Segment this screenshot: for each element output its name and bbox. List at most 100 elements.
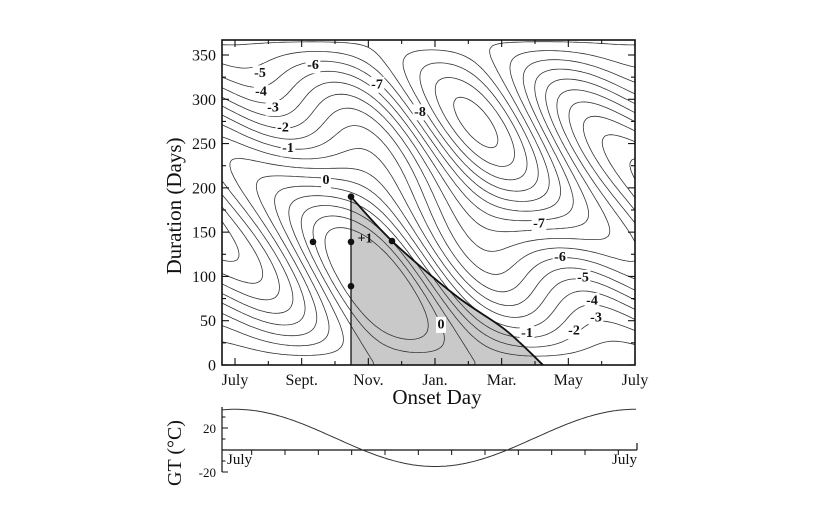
contour-label: 0	[436, 316, 446, 333]
contour-label-text: -6	[307, 58, 319, 73]
contour-label: -1	[280, 140, 296, 157]
contour-plot-layers	[221, 39, 638, 473]
contour-line-level	[221, 115, 636, 306]
contour-label-chip	[531, 215, 547, 232]
y-axis-title: Duration (Days)	[162, 137, 186, 274]
contour-label: -3	[588, 309, 604, 326]
contour-label: -5	[252, 65, 268, 82]
gt-xlabel-july-left: July	[227, 452, 253, 468]
contour-label-chip	[265, 99, 281, 116]
gt-ytick-label-neg20: -20	[199, 465, 216, 480]
contour-line-level	[221, 185, 636, 348]
contour-label-chip	[412, 104, 428, 121]
contour-label-text: -5	[254, 66, 266, 81]
axis-ticks	[222, 40, 636, 366]
contour-label: -7	[531, 215, 547, 232]
y-tick-label: 300	[192, 92, 216, 109]
contour-label: -2	[566, 323, 582, 340]
x-tick-label: July	[222, 372, 249, 389]
contour-label-chip	[321, 172, 331, 189]
contour-label-chip	[305, 57, 321, 74]
y-tick-label: 0	[208, 358, 216, 375]
contour-line-level	[221, 78, 636, 252]
contour-label: -8	[412, 104, 428, 121]
contour-label: -4	[584, 292, 600, 309]
x-tick-label: Nov.	[353, 372, 384, 389]
contour-line-level	[419, 62, 528, 181]
contour-label-text: -1	[282, 141, 294, 156]
contour-label-text: -8	[414, 105, 426, 120]
contour-label-text: -1	[521, 326, 533, 341]
data-point-dot	[347, 238, 355, 246]
contour-line-level	[221, 195, 636, 357]
shaded-region-boundary	[350, 196, 544, 366]
x-tick-label: July	[622, 372, 649, 389]
contour-label-text: -4	[586, 293, 598, 308]
contour-label: -2	[275, 120, 291, 137]
contour-label-text: -3	[267, 100, 279, 115]
x-tick-label: Mar.	[487, 372, 517, 389]
contour-line-level	[453, 96, 499, 149]
contour-label: -6	[552, 249, 568, 266]
contour-label-chip	[566, 323, 582, 340]
contour-line-level	[324, 227, 429, 340]
contour-label: -1	[519, 325, 535, 342]
contour-label-text: -2	[277, 121, 289, 136]
shaded-region	[351, 196, 543, 365]
contour-label-text: -6	[554, 250, 566, 265]
contour-label-text: 0	[438, 317, 445, 332]
contour-label-chip	[253, 83, 269, 100]
contour-label-chip	[252, 65, 268, 82]
data-point-dot	[347, 193, 355, 201]
contour-plot-frame	[221, 39, 636, 366]
gt-xlabel-july-right: July	[612, 452, 638, 468]
gt-axis-title: GT (°C)	[164, 420, 186, 486]
contour-label-chip	[280, 140, 296, 157]
contour-label-chip	[519, 325, 535, 342]
x-tick-label: Sept.	[285, 372, 317, 389]
contour-line-level	[221, 175, 636, 339]
contour-line-level	[221, 68, 636, 233]
contour-label-chip	[584, 292, 600, 309]
y-tick-label: 250	[192, 136, 216, 153]
contour-label: -7	[369, 76, 385, 93]
contour-label: 0	[321, 172, 331, 189]
contour-label: +1	[358, 231, 373, 246]
contour-line-level	[221, 59, 636, 222]
contour-line-level	[434, 77, 515, 167]
data-point-dot	[347, 282, 355, 290]
data-point-dot	[388, 237, 396, 245]
contour-label-chip	[369, 76, 385, 93]
gt-ytick-label-20: 20	[203, 421, 216, 436]
y-tick-label: 200	[192, 180, 216, 197]
x-tick-label: May	[554, 372, 583, 389]
gt-curve	[221, 408, 636, 467]
x-axis-title: Onset Day	[392, 385, 482, 409]
contour-label: -6	[305, 57, 321, 74]
y-tick-label: 150	[192, 225, 216, 242]
contour-label-text: -2	[568, 324, 580, 339]
contour-label-chip	[588, 309, 604, 326]
contour-label-text: -4	[255, 84, 267, 99]
y-tick-label: 50	[200, 313, 216, 330]
contour-line-level	[221, 89, 636, 275]
contour-line-level	[221, 134, 636, 318]
contour-label-chip	[275, 120, 291, 137]
contour-label: -5	[575, 269, 591, 286]
contour-label: -4	[253, 83, 269, 100]
contour-label: -3	[265, 99, 281, 116]
contour-label-text: -7	[371, 77, 383, 92]
contour-label-text: -5	[577, 270, 589, 285]
gt-plot-axes	[221, 407, 638, 473]
contour-label-text: 0	[323, 173, 330, 188]
contour-label-text: -3	[590, 310, 602, 325]
contour-line-level	[312, 215, 445, 353]
y-tick-label: 100	[192, 269, 216, 286]
x-tick-label: Jan.	[422, 372, 447, 389]
contour-line-level	[221, 50, 636, 212]
contour-line-level	[402, 49, 539, 192]
contour-label-text: -7	[533, 216, 545, 231]
contour-label-chip	[575, 269, 591, 286]
